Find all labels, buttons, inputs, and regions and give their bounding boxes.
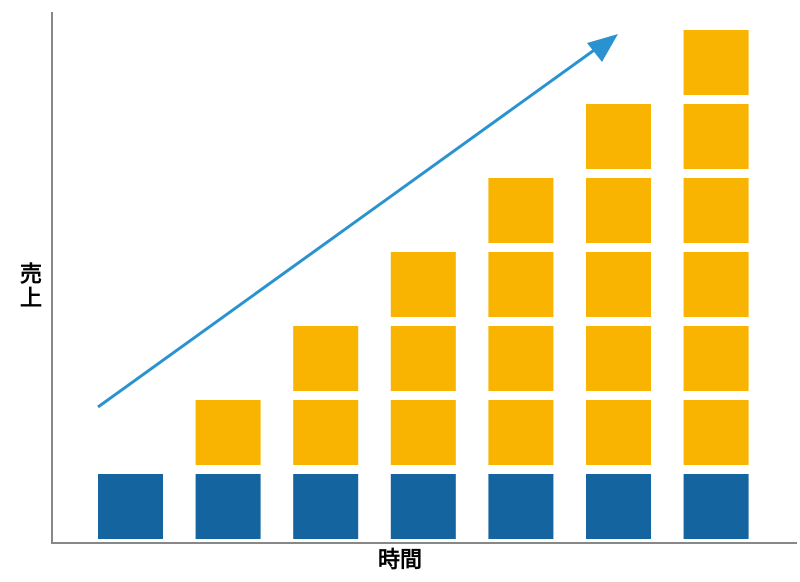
- bar-block-s2-c6-1: [586, 400, 651, 465]
- trend-arrow-shaft: [97, 41, 605, 409]
- bar-block-s2-c5-2: [488, 326, 554, 391]
- trend-arrow: [97, 34, 618, 409]
- bar-block-s1-c5-1: [488, 474, 554, 539]
- bar-block-s1-c7-1: [683, 474, 749, 539]
- bar-block-s2-c3-2: [293, 326, 359, 391]
- bar-block-s2-c6-4: [586, 178, 651, 243]
- bar-block-s2-c4-1: [390, 400, 456, 465]
- bar-block-s2-c5-4: [488, 178, 554, 243]
- bar-block-s2-c6-3: [586, 252, 651, 317]
- bar-block-s2-c5-3: [488, 252, 554, 317]
- bar-block-s2-c7-1: [683, 400, 749, 465]
- bar-block-s2-c5-1: [488, 400, 554, 465]
- bar-block-s2-c7-3: [683, 252, 749, 317]
- bar-block-s1-c3-1: [293, 474, 359, 539]
- y-axis-label: 売上: [16, 262, 41, 310]
- bar-block-s2-c7-4: [683, 178, 749, 243]
- bar-block-s2-c7-6: [683, 30, 749, 95]
- bar-block-s2-c3-1: [293, 400, 359, 465]
- bar-block-s1-c2-1: [195, 474, 261, 539]
- bar-block-s2-c6-5: [586, 104, 651, 169]
- bar-block-s1-c1-1: [98, 474, 163, 539]
- x-axis-label: 時間: [377, 548, 422, 573]
- bars-group: [98, 30, 749, 539]
- bar-block-s2-c2-1: [195, 400, 261, 465]
- bar-block-s2-c6-2: [586, 326, 651, 391]
- bar-block-s2-c4-3: [390, 252, 456, 317]
- bar-block-s1-c6-1: [586, 474, 651, 539]
- bar-block-s2-c7-5: [683, 104, 749, 169]
- trend-arrow-head: [587, 34, 618, 62]
- bar-block-s2-c4-2: [390, 326, 456, 391]
- bar-block-s1-c4-1: [390, 474, 456, 539]
- bar-block-s2-c7-2: [683, 326, 749, 391]
